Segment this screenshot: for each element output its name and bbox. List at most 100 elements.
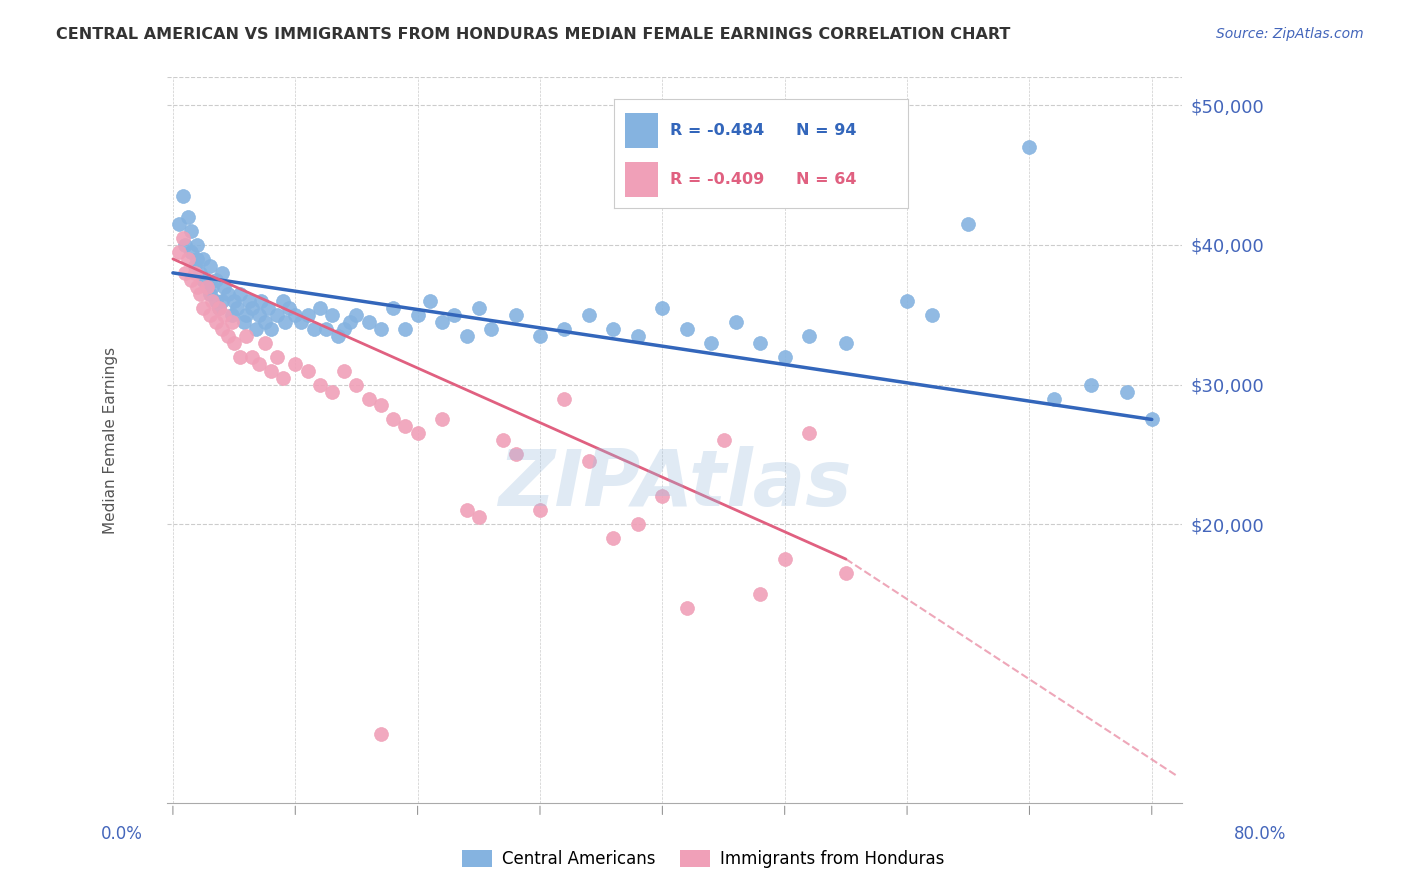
Point <box>188 266 211 280</box>
Point <box>221 315 243 329</box>
Point <box>430 412 453 426</box>
Point <box>370 399 392 413</box>
Point <box>302 322 325 336</box>
Point <box>260 363 283 377</box>
Point <box>235 328 257 343</box>
Point <box>238 293 260 308</box>
Point <box>193 252 215 266</box>
Point <box>370 726 392 740</box>
Point <box>211 322 233 336</box>
Point <box>339 315 361 329</box>
Point <box>211 266 233 280</box>
Point <box>430 315 453 329</box>
Point <box>235 308 257 322</box>
Point <box>382 412 405 426</box>
Point <box>1140 412 1163 426</box>
Point <box>172 231 194 245</box>
Point <box>222 293 245 308</box>
Point <box>167 244 190 259</box>
Point <box>195 280 218 294</box>
Point <box>198 308 221 322</box>
Point <box>232 315 254 329</box>
Point <box>221 308 243 322</box>
Point <box>602 322 624 336</box>
Point <box>492 434 515 448</box>
Text: 0.0%: 0.0% <box>101 825 143 843</box>
Text: 80.0%: 80.0% <box>1234 825 1286 843</box>
Point <box>921 308 943 322</box>
Point <box>333 363 356 377</box>
Point <box>394 322 416 336</box>
Point <box>271 293 294 308</box>
Point <box>651 301 673 315</box>
Point <box>315 322 337 336</box>
Point <box>713 434 735 448</box>
Point <box>456 503 478 517</box>
Point <box>180 224 202 238</box>
Point <box>529 503 551 517</box>
Point <box>529 328 551 343</box>
Point <box>468 301 491 315</box>
Point <box>1116 384 1139 399</box>
Point <box>198 259 221 273</box>
Point <box>479 322 502 336</box>
Point <box>208 301 231 315</box>
Point <box>245 322 267 336</box>
Point <box>174 266 197 280</box>
Point <box>278 301 301 315</box>
Point <box>253 335 276 350</box>
Point <box>217 286 239 301</box>
Point <box>651 489 673 503</box>
Point <box>193 273 215 287</box>
Point <box>208 301 231 315</box>
Point <box>468 510 491 524</box>
Legend: Central Americans, Immigrants from Honduras: Central Americans, Immigrants from Hondu… <box>456 843 950 875</box>
Point <box>186 252 208 266</box>
Point <box>1080 377 1102 392</box>
Point <box>406 426 429 441</box>
Point <box>505 308 527 322</box>
Point <box>394 419 416 434</box>
Point <box>274 315 297 329</box>
Point <box>290 315 312 329</box>
Point <box>456 328 478 343</box>
Text: Source: ZipAtlas.com: Source: ZipAtlas.com <box>1216 27 1364 41</box>
Point <box>799 426 821 441</box>
Point <box>553 392 575 406</box>
Point <box>222 335 245 350</box>
Point <box>176 252 198 266</box>
Point <box>284 308 307 322</box>
Point <box>297 363 319 377</box>
Point <box>835 566 858 580</box>
Point <box>180 244 202 259</box>
Point <box>247 308 270 322</box>
Point <box>201 293 224 308</box>
Point <box>242 301 264 315</box>
Point <box>321 384 343 399</box>
Point <box>835 335 858 350</box>
Point <box>204 315 226 329</box>
Point <box>172 189 194 203</box>
Point <box>195 280 218 294</box>
Point <box>578 454 600 468</box>
Point <box>724 315 747 329</box>
Point <box>602 531 624 545</box>
Point <box>201 280 224 294</box>
Point <box>553 322 575 336</box>
Point <box>180 273 202 287</box>
Point <box>749 587 772 601</box>
Point <box>749 335 772 350</box>
Point <box>333 322 356 336</box>
Point <box>214 280 236 294</box>
Point <box>1043 392 1066 406</box>
Point <box>184 259 207 273</box>
Point <box>225 301 247 315</box>
Point <box>271 370 294 384</box>
Point <box>382 301 405 315</box>
Point <box>266 350 288 364</box>
Point <box>260 322 283 336</box>
Point <box>675 601 697 615</box>
Point <box>257 301 280 315</box>
Point <box>443 308 465 322</box>
Point <box>211 293 233 308</box>
